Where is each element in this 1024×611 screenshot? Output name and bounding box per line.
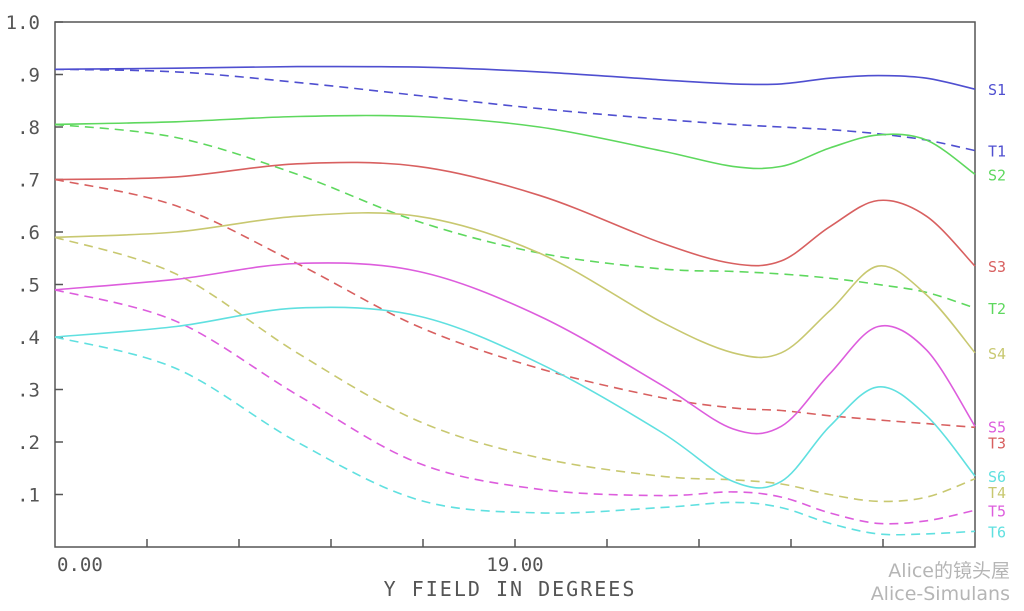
series-label-t3: T3 (988, 434, 1006, 452)
series-line-s3 (54, 161, 976, 267)
plot-frame (54, 21, 976, 548)
series-line-t3 (54, 178, 976, 429)
series-line-s1 (54, 65, 976, 90)
y-tick-label: .1 (17, 485, 40, 507)
series-label-t4: T4 (988, 484, 1006, 502)
y-tick-label: .5 (17, 275, 40, 297)
series-label-t1: T1 (988, 143, 1006, 161)
series-label-s3: S3 (988, 258, 1006, 276)
series-line-t5 (54, 289, 976, 525)
y-tick-label: .2 (17, 432, 40, 454)
watermark-line-2: Alice-Simulans (870, 583, 1010, 605)
watermark-line-1: Alice的镜头屋 (888, 560, 1010, 582)
y-tick-label: .9 (17, 65, 40, 87)
series-label-s1: S1 (988, 81, 1006, 99)
series-line-t6 (54, 336, 976, 536)
x-tick-label: 0.00 (57, 554, 103, 576)
y-tick-label: .7 (17, 170, 40, 192)
series-line-s4 (54, 212, 976, 359)
series-line-t2 (54, 123, 976, 309)
y-tick-label: .6 (17, 222, 40, 244)
y-axis: .1 .2 .3 .4 .5 .6 .7 .8 .9 1.0 (6, 12, 63, 507)
series-label-s4: S4 (988, 345, 1006, 363)
series-line-t1 (54, 68, 976, 152)
y-tick-label: .4 (17, 327, 40, 349)
y-tick-label: 1.0 (6, 12, 40, 34)
watermark: Alice的镜头屋 Alice-Simulans (871, 556, 1010, 605)
series-label-s5: S5 (988, 418, 1006, 436)
series-label-s2: S2 (988, 166, 1006, 184)
x-tick-label: 19.00 (486, 554, 543, 576)
y-tick-label: .3 (17, 380, 40, 402)
series-line-s5 (54, 262, 976, 435)
series-label-s6: S6 (988, 468, 1006, 486)
x-axis-title: Y FIELD IN DEGREES (384, 577, 637, 601)
series-curves (54, 65, 976, 536)
series-line-s6 (54, 306, 976, 489)
series-label-t2: T2 (988, 300, 1006, 318)
x-axis: 0.00 19.00 (57, 539, 884, 576)
y-tick-label: .8 (17, 117, 40, 139)
series-label-t6: T6 (988, 523, 1006, 541)
series-label-t5: T5 (988, 502, 1006, 520)
series-line-s2 (54, 114, 976, 175)
